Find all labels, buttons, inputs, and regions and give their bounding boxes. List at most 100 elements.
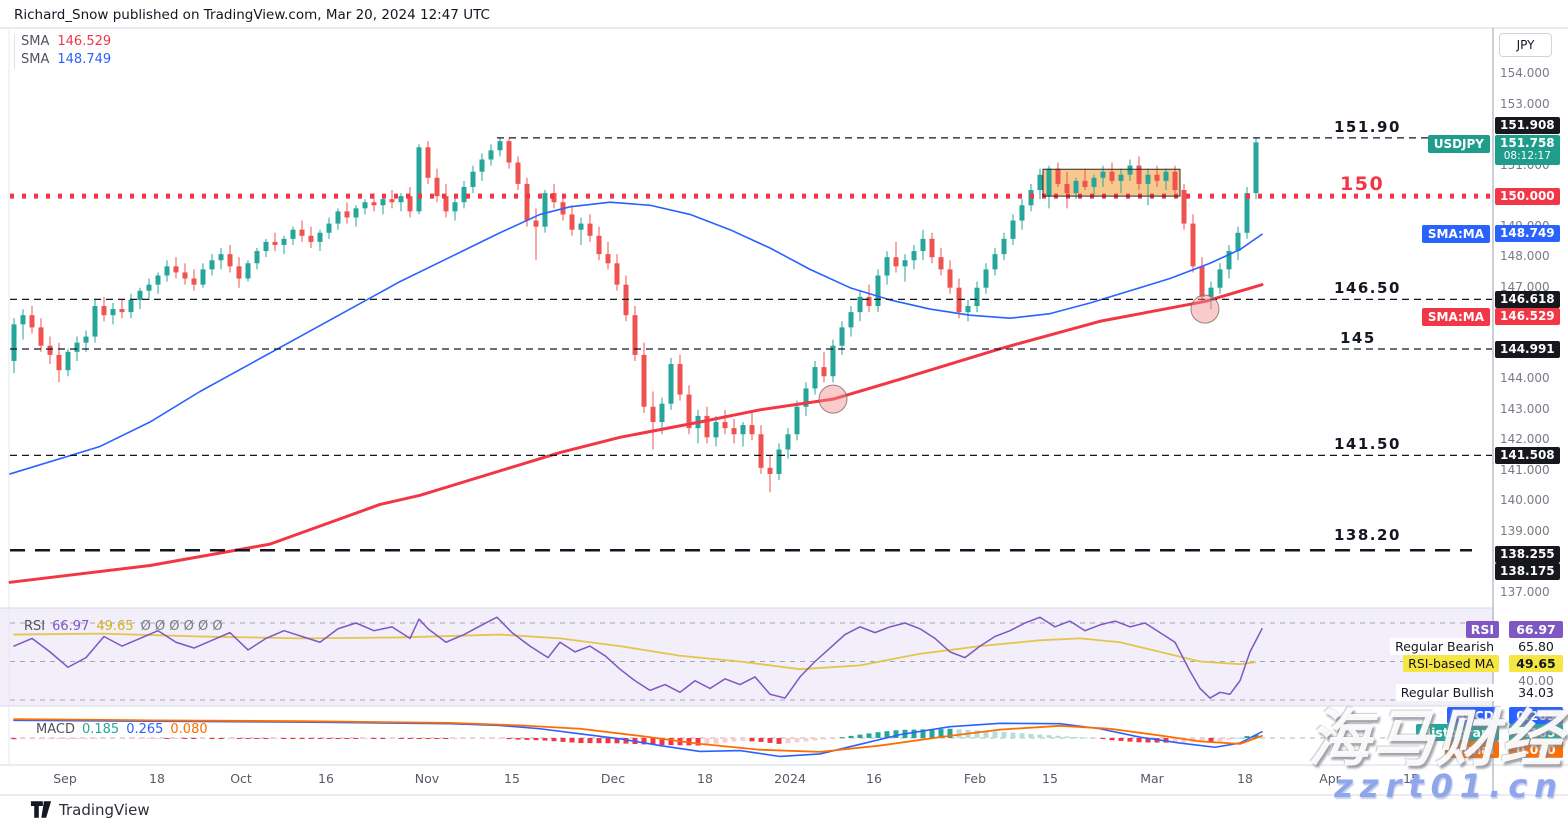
macd-histogram-bar xyxy=(1136,738,1142,743)
macd-histogram-bar xyxy=(380,738,386,739)
macd-histogram-bar xyxy=(722,738,728,743)
macd-histogram-bar xyxy=(884,731,890,738)
rsi-label-text: Regular Bullish xyxy=(1395,684,1499,701)
sma1-value: 146.529 xyxy=(57,34,112,49)
rsi-label-text: RSI-based MA xyxy=(1403,655,1499,672)
currency-toggle-button[interactable]: JPY xyxy=(1499,33,1552,57)
candle-body xyxy=(524,183,530,221)
candle-body xyxy=(506,141,512,163)
time-axis-label[interactable]: 2024 xyxy=(774,771,806,786)
candle-body xyxy=(65,351,71,371)
macd-histogram-bar xyxy=(29,738,35,740)
time-axis-label[interactable]: 16 xyxy=(318,771,334,786)
time-axis-label[interactable]: Apr xyxy=(1319,771,1341,786)
macd-histogram-bar xyxy=(11,738,17,740)
candle-body xyxy=(11,324,17,361)
rsi-ma-line xyxy=(13,632,1256,671)
macd-histogram-bar xyxy=(1208,738,1214,743)
price-axis-badge: 138.255 xyxy=(1495,546,1560,563)
rsi-legend-params: Ø Ø Ø Ø Ø Ø xyxy=(140,619,223,634)
macd-histogram-bar xyxy=(1181,738,1187,743)
sma-legend: SMA 146.529 SMA 148.749 xyxy=(14,33,111,69)
macd-histogram-bar xyxy=(308,738,314,739)
macd-histogram-bar xyxy=(254,738,260,739)
candle-body xyxy=(1181,190,1187,224)
macd-histogram-bar xyxy=(578,738,584,744)
candle-body xyxy=(92,306,98,337)
time-axis-label[interactable]: 15 xyxy=(1403,771,1419,786)
macd-histogram-bar xyxy=(38,738,44,740)
candle-body xyxy=(434,177,440,197)
candle-body xyxy=(1199,266,1205,297)
macd-label-value: 0.185 xyxy=(1509,724,1563,741)
consolidation-zone-border[interactable] xyxy=(1042,168,1181,197)
candle-body xyxy=(1037,174,1043,191)
candle-body xyxy=(1253,142,1259,194)
macd-histogram-bar xyxy=(290,738,296,739)
rsi-line xyxy=(13,616,1263,699)
macd-histogram-bar xyxy=(434,738,440,739)
candle-body xyxy=(335,211,341,224)
macd-histogram-bar xyxy=(731,738,737,742)
time-axis-label[interactable]: Sep xyxy=(53,771,77,786)
candle-body xyxy=(1190,223,1196,267)
candle-body xyxy=(1127,165,1133,175)
candle-body xyxy=(1226,251,1232,270)
time-axis-label[interactable]: 18 xyxy=(1237,771,1253,786)
time-axis-label[interactable]: 16 xyxy=(866,771,882,786)
highlight-circle[interactable] xyxy=(1190,294,1220,324)
time-axis-label[interactable]: Oct xyxy=(230,771,252,786)
price-tick: 153.000 xyxy=(1500,96,1550,111)
macd-histogram-bar xyxy=(65,738,71,740)
candle-body xyxy=(380,199,386,206)
candle-body xyxy=(866,296,872,307)
time-axis-label[interactable]: Dec xyxy=(600,771,626,786)
macd-histogram-bar xyxy=(1235,737,1241,739)
candle-body xyxy=(614,263,620,285)
tradingview-logo-text: TradingView xyxy=(59,800,150,819)
sma-legend-row-2[interactable]: SMA 148.749 xyxy=(21,51,111,69)
time-axis-label[interactable]: 18 xyxy=(697,771,713,786)
tradingview-branding[interactable]: TradingView xyxy=(30,800,150,819)
candle-body xyxy=(191,278,197,285)
candle-body xyxy=(164,266,170,276)
macd-histogram-bar xyxy=(74,738,80,740)
published-attribution: Richard_Snow published on TradingView.co… xyxy=(14,7,490,23)
candle-body xyxy=(362,202,368,209)
sma-200-line xyxy=(8,283,1264,584)
macd-histogram-bar xyxy=(47,738,53,740)
candle-body xyxy=(425,147,431,178)
macd-histogram-bar xyxy=(344,738,350,739)
macd-histogram-bar xyxy=(218,738,224,739)
macd-histogram-bar xyxy=(479,738,485,739)
macd-histogram-bar xyxy=(857,734,863,738)
rsi-level-label: Regular Bullish 34.03 xyxy=(1395,684,1563,701)
time-axis-label[interactable]: 18 xyxy=(149,771,165,786)
time-axis-label[interactable]: Mar xyxy=(1140,771,1164,786)
candle-body xyxy=(299,229,305,236)
candle-body xyxy=(317,232,323,242)
candle-body xyxy=(236,266,242,279)
price-axis-badge: 141.508 xyxy=(1495,447,1560,464)
time-axis-label[interactable]: 15 xyxy=(504,771,520,786)
macd-legend[interactable]: MACD 0.185 0.265 0.080 xyxy=(36,722,215,737)
time-axis-label[interactable]: 15 xyxy=(1042,771,1058,786)
time-axis-label[interactable]: Feb xyxy=(963,771,987,786)
macd-histogram-bar xyxy=(866,733,872,738)
candle-body xyxy=(209,260,215,270)
price-tick: 142.000 xyxy=(1500,432,1550,447)
candle-body xyxy=(587,223,593,236)
highlight-circle[interactable] xyxy=(818,384,848,414)
macd-histogram-bar xyxy=(650,738,656,745)
rsi-legend[interactable]: RSI 66.97 49.65 Ø Ø Ø Ø Ø Ø xyxy=(24,619,230,634)
sma-legend-row-1[interactable]: SMA 146.529 xyxy=(21,33,111,51)
candle-body xyxy=(1046,168,1052,197)
macd-histogram-bar xyxy=(1010,732,1016,738)
macd-histogram-bar xyxy=(335,738,341,739)
macd-histogram-bar xyxy=(389,738,395,739)
macd-histogram-bar xyxy=(407,738,413,739)
time-axis-label[interactable]: Nov xyxy=(414,771,440,786)
candle-body xyxy=(542,193,548,227)
candle-body xyxy=(119,309,125,313)
